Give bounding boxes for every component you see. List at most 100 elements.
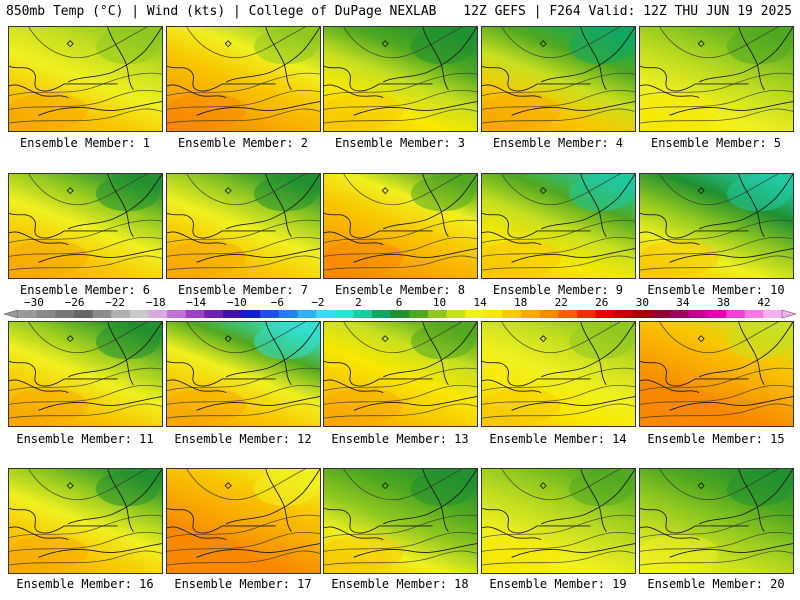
colorbar-tick-label: 2 bbox=[355, 296, 362, 309]
colorbar-tick-label: −10 bbox=[226, 296, 247, 309]
colorbar-swatch bbox=[446, 310, 466, 318]
ensemble-member-map bbox=[639, 173, 794, 279]
ensemble-member-map bbox=[481, 26, 636, 132]
colorbar-swatch bbox=[129, 310, 149, 318]
ensemble-member-map bbox=[639, 468, 794, 574]
colorbar-left-arrow bbox=[4, 309, 19, 319]
ensemble-member-label: Ensemble Member: 6 bbox=[19, 283, 151, 297]
colorbar-swatch bbox=[409, 310, 429, 318]
ensemble-member-map bbox=[166, 173, 321, 279]
ensemble-member-map bbox=[323, 173, 478, 279]
colorbar-swatch bbox=[297, 310, 317, 318]
colorbar-swatch bbox=[334, 310, 354, 318]
colorbar-tick-label: −26 bbox=[64, 296, 85, 309]
temperature-colorbar: −30 −26 −22 −18 −14 −10 −6 −2 2 6 10 14 18 22 26 30 34 38… bbox=[4, 297, 796, 321]
ensemble-member-label: Ensemble Member: 5 bbox=[650, 136, 782, 150]
colorbar-swatch bbox=[577, 310, 597, 318]
ensemble-member-label: Ensemble Member: 18 bbox=[331, 577, 469, 591]
colorbar-swatch bbox=[595, 310, 615, 318]
colorbar-swatch bbox=[204, 310, 224, 318]
ensemble-member-label: Ensemble Member: 15 bbox=[647, 432, 785, 446]
ensemble-member-map bbox=[8, 321, 163, 427]
colorbar-swatch bbox=[316, 310, 336, 318]
ensemble-member-label: Ensemble Member: 3 bbox=[334, 136, 466, 150]
ensemble-member-map bbox=[481, 468, 636, 574]
colorbar-swatch bbox=[111, 310, 131, 318]
colorbar-tick-label: 30 bbox=[635, 296, 649, 309]
colorbar-swatch bbox=[222, 310, 243, 318]
colorbar-swatch bbox=[148, 310, 168, 318]
colorbar-swatch bbox=[167, 310, 187, 318]
colorbar-right-arrow bbox=[781, 309, 796, 319]
ensemble-member-label: Ensemble Member: 17 bbox=[174, 577, 312, 591]
chart-title: 850mb Temp (°C) | Wind (kts) | College o… bbox=[6, 4, 437, 19]
colorbar-tick-label: 42 bbox=[757, 296, 771, 309]
colorbar-tick-label: 6 bbox=[395, 296, 403, 309]
colorbar-swatch bbox=[185, 310, 205, 318]
colorbar-tick-label: −14 bbox=[186, 296, 207, 309]
ensemble-member-map bbox=[323, 26, 478, 132]
ensemble-member-label: Ensemble Member: 9 bbox=[492, 283, 624, 297]
colorbar-swatch bbox=[390, 310, 410, 318]
colorbar-swatch bbox=[73, 310, 93, 318]
ensemble-member-map bbox=[639, 321, 794, 427]
colorbar-tick-label: 26 bbox=[595, 296, 609, 309]
colorbar-swatch bbox=[521, 310, 541, 318]
colorbar-swatch bbox=[241, 310, 261, 318]
colorbar-swatch bbox=[92, 310, 112, 318]
ensemble-member-map bbox=[481, 173, 636, 279]
colorbar-tick-label: 14 bbox=[473, 296, 487, 309]
colorbar-swatch bbox=[651, 310, 671, 318]
colorbar-tick-label: −2 bbox=[311, 296, 325, 309]
colorbar-tick-label: −18 bbox=[145, 296, 166, 309]
ensemble-member-label: Ensemble Member: 12 bbox=[174, 432, 312, 446]
ensemble-member-label: Ensemble Member: 2 bbox=[177, 136, 309, 150]
ensemble-member-label: Ensemble Member: 14 bbox=[489, 432, 627, 446]
colorbar-swatch bbox=[744, 310, 764, 318]
colorbar-tick-label: −6 bbox=[270, 296, 284, 309]
ensemble-member-label: Ensemble Member: 1 bbox=[19, 136, 151, 150]
ensemble-member-label: Ensemble Member: 20 bbox=[647, 577, 785, 591]
colorbar-swatch bbox=[670, 310, 690, 318]
colorbar-swatch bbox=[632, 310, 652, 318]
colorbar-swatch bbox=[558, 310, 578, 318]
ensemble-member-map bbox=[8, 26, 163, 132]
colorbar-tick-label: 38 bbox=[716, 296, 731, 309]
colorbar-strip bbox=[4, 309, 796, 319]
colorbar-swatch bbox=[55, 310, 75, 318]
colorbar-tick-label: 18 bbox=[514, 296, 528, 309]
model-valid-time: 12Z GEFS | F264 Valid: 12Z THU JUN 19 20… bbox=[463, 4, 792, 19]
ensemble-member-map bbox=[323, 468, 478, 574]
colorbar-swatch bbox=[539, 310, 559, 318]
colorbar-swatch bbox=[36, 310, 56, 318]
colorbar-swatch bbox=[688, 310, 708, 318]
ensemble-member-label: Ensemble Member: 11 bbox=[16, 432, 154, 446]
colorbar-swatch bbox=[726, 310, 746, 318]
ensemble-member-label: Ensemble Member: 16 bbox=[16, 577, 154, 591]
ensemble-member-label: Ensemble Member: 13 bbox=[331, 432, 469, 446]
colorbar-tick-label: −30 bbox=[24, 296, 44, 309]
colorbar-swatch bbox=[763, 310, 783, 318]
ensemble-member-map bbox=[639, 26, 794, 132]
colorbar-swatch bbox=[278, 310, 298, 318]
ensemble-member-map bbox=[166, 468, 321, 574]
ensemble-member-map bbox=[166, 321, 321, 427]
colorbar-swatch bbox=[353, 310, 373, 318]
ensemble-member-map bbox=[323, 321, 478, 427]
colorbar-swatch bbox=[614, 310, 634, 318]
colorbar-swatch bbox=[372, 310, 392, 318]
colorbar-swatch bbox=[483, 310, 503, 318]
colorbar-swatch bbox=[427, 310, 447, 318]
ensemble-member-label: Ensemble Member: 4 bbox=[492, 136, 624, 150]
ensemble-member-map bbox=[8, 173, 163, 279]
ensemble-member-label: Ensemble Member: 10 bbox=[647, 283, 785, 297]
colorbar-tick-label: −22 bbox=[105, 296, 126, 309]
ensemble-member-map bbox=[481, 321, 636, 427]
colorbar-tick-label: 34 bbox=[676, 296, 690, 309]
ensemble-member-map bbox=[166, 26, 321, 132]
ensemble-member-map bbox=[8, 468, 163, 574]
colorbar-swatch bbox=[18, 310, 38, 318]
colorbar-swatch bbox=[260, 310, 280, 318]
colorbar-tick-label: 10 bbox=[432, 296, 447, 309]
colorbar-swatch bbox=[465, 310, 485, 318]
